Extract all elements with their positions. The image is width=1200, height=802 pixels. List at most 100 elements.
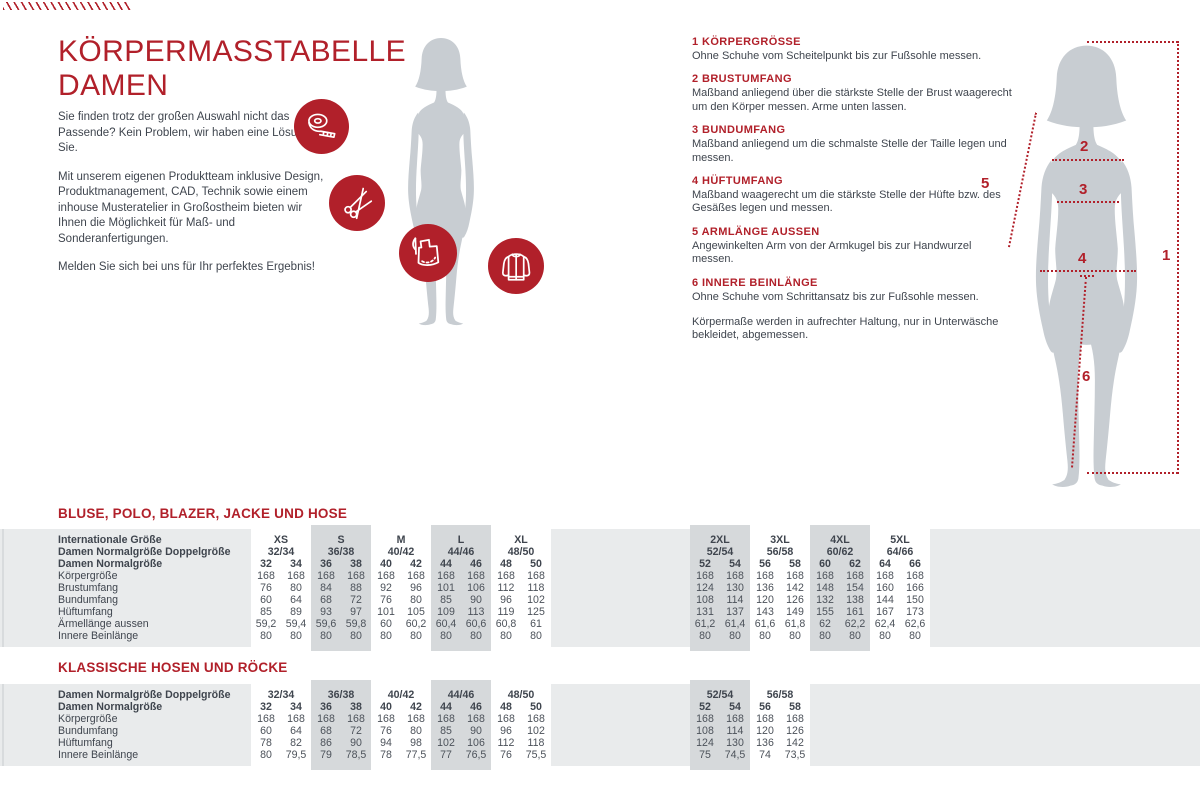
table-cell: 143 — [756, 606, 774, 618]
table-cell: 59,2 — [255, 618, 277, 630]
table-cell: 80 — [699, 630, 711, 642]
table-cell: 126 — [786, 594, 804, 606]
table-cell: 108 — [696, 594, 714, 606]
table-cell: 80 — [500, 630, 512, 642]
table-cell: 124 — [696, 737, 714, 749]
table-cell: 168 — [437, 713, 455, 725]
table-cell: 61,2 — [694, 618, 716, 630]
table-cell: 77 — [440, 749, 452, 761]
table-cell: 56/58 — [766, 689, 794, 701]
instruction-title: 2 BRUSTUMFANG — [692, 73, 792, 86]
jacket-badge — [488, 238, 544, 294]
table-cell: 48/50 — [507, 689, 535, 701]
row-label: Hüftumfang — [58, 606, 113, 618]
table-cell: 59,8 — [345, 618, 367, 630]
shaded-column — [431, 525, 491, 651]
table-cell: 80 — [380, 630, 392, 642]
table-cell: 60 — [260, 725, 272, 737]
instruction-item: 3 BUNDUMFANG Maßband anliegend um die sch… — [692, 124, 1014, 165]
table-cell: 101 — [377, 606, 395, 618]
table-cell: 168 — [527, 570, 545, 582]
height-line-top — [1087, 41, 1178, 43]
table-cell: 168 — [906, 570, 924, 582]
table-cell: 166 — [906, 582, 924, 594]
intro-paragraph: Melden Sie sich bei uns für Ihr perfekte… — [58, 261, 315, 274]
table-cell: 120 — [756, 725, 774, 737]
instructions: 1 KÖRPERGRÖSSE Ohne Schuhe vom Scheitelpu… — [692, 36, 1014, 343]
intro-text: Sie finden trotz der großen Auswahl nich… — [58, 110, 332, 289]
row-label: Körpergröße — [58, 713, 118, 725]
table-cell: 58 — [789, 701, 801, 713]
table-cell: 48 — [500, 701, 512, 713]
table-cell: 62 — [819, 618, 831, 630]
table-cell: 61,6 — [754, 618, 776, 630]
table-cell: 5XL — [890, 534, 910, 546]
figure-label-5: 5 — [981, 175, 990, 192]
table-cell: 76,5 — [465, 749, 487, 761]
table-cell: 85 — [260, 606, 272, 618]
table-cell: 76 — [380, 594, 392, 606]
row-label: Ärmellänge aussen — [58, 618, 149, 630]
table-cell: 168 — [317, 570, 335, 582]
table-cell: 142 — [786, 582, 804, 594]
table-cell: 80 — [909, 630, 921, 642]
table-cell: 62,2 — [844, 618, 866, 630]
instruction-item: 2 BRUSTUMFANG Maßband anliegend über die … — [692, 73, 1014, 114]
table-cell: 75 — [699, 749, 711, 761]
table-cell: 61,8 — [784, 618, 806, 630]
page-title-line2: DAMEN — [58, 68, 169, 102]
table-cell: 78 — [380, 749, 392, 761]
table-cell: 168 — [407, 570, 425, 582]
table-cell: 97 — [350, 606, 362, 618]
table-cell: 64/66 — [886, 546, 914, 558]
hatch-decoration — [3, 2, 131, 10]
table-cell: 94 — [380, 737, 392, 749]
table-cell: 59,6 — [315, 618, 337, 630]
table-cell: 80 — [440, 630, 452, 642]
table-cell: 80 — [470, 630, 482, 642]
table-cell: 90 — [470, 725, 482, 737]
table-cell: 62,6 — [904, 618, 926, 630]
table-cell: 62 — [849, 558, 861, 570]
table-cell: 80 — [759, 630, 771, 642]
table-cell: 56 — [759, 701, 771, 713]
row-label: Brustumfang — [58, 582, 119, 594]
table-cell: 44 — [440, 558, 452, 570]
intro-paragraph: Mit unserem eigenen Produktteam inklusiv… — [58, 170, 324, 245]
table-cell: 167 — [876, 606, 894, 618]
table-cell: 34 — [290, 558, 302, 570]
table-cell: 80 — [849, 630, 861, 642]
table-cell: 60,4 — [435, 618, 457, 630]
table-cell: 68 — [320, 725, 332, 737]
table-cell: 75,5 — [525, 749, 547, 761]
table-cell: 144 — [876, 594, 894, 606]
table-cell: 80 — [530, 630, 542, 642]
table-cell: 114 — [726, 725, 744, 737]
table-cell: 124 — [696, 582, 714, 594]
table-grid: Internationale Größe XS S M L XL 2XL 3XL 4XL 5XL D… — [0, 529, 1200, 647]
table-cell: 136 — [756, 737, 774, 749]
measuring-tape-icon — [307, 113, 336, 138]
crotch-tick — [1080, 275, 1094, 277]
table-cell: M — [396, 534, 406, 546]
table-cell: 42 — [410, 558, 422, 570]
table-cell: 34 — [290, 701, 302, 713]
table-cell: 154 — [846, 582, 864, 594]
table-cell: 86 — [320, 737, 332, 749]
table-cell: 61,4 — [724, 618, 746, 630]
table-cell: 3XL — [770, 534, 790, 546]
table-cell: 89 — [290, 606, 302, 618]
table-cell: 80 — [819, 630, 831, 642]
table-cell: 168 — [317, 713, 335, 725]
instruction-item: 1 KÖRPERGRÖSSE Ohne Schuhe vom Scheitelpu… — [692, 36, 1014, 63]
table-cell: 44 — [440, 701, 452, 713]
height-line — [1177, 41, 1179, 474]
table-cell: 80 — [410, 594, 422, 606]
table-cell: 168 — [726, 570, 744, 582]
table-cell: 32/34 — [267, 689, 295, 701]
intro-paragraph: Sie finden trotz der großen Auswahl nich… — [58, 111, 327, 155]
table-cell: XS — [273, 534, 289, 546]
table-cell: 137 — [726, 606, 744, 618]
table-cell: 168 — [377, 713, 395, 725]
instruction-title: 4 HÜFTUMFANG — [692, 175, 783, 188]
